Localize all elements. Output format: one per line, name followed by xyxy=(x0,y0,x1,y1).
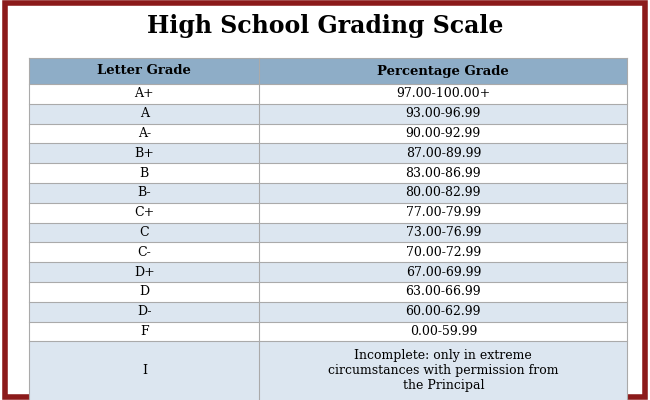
FancyBboxPatch shape xyxy=(29,242,627,262)
FancyBboxPatch shape xyxy=(29,163,627,183)
FancyBboxPatch shape xyxy=(29,262,627,282)
Text: 90.00-92.99: 90.00-92.99 xyxy=(406,127,481,140)
Text: 60.00-62.99: 60.00-62.99 xyxy=(406,305,481,318)
Text: 73.00-76.99: 73.00-76.99 xyxy=(406,226,481,239)
Text: A: A xyxy=(140,107,149,120)
FancyBboxPatch shape xyxy=(5,3,645,397)
Text: 83.00-86.99: 83.00-86.99 xyxy=(406,166,481,180)
FancyBboxPatch shape xyxy=(29,84,627,104)
Text: 80.00-82.99: 80.00-82.99 xyxy=(406,186,481,199)
Text: C+: C+ xyxy=(135,206,155,219)
Text: A-: A- xyxy=(138,127,151,140)
FancyBboxPatch shape xyxy=(29,203,627,222)
Text: I: I xyxy=(142,364,147,378)
FancyBboxPatch shape xyxy=(29,322,627,341)
Text: 0.00-59.99: 0.00-59.99 xyxy=(410,325,477,338)
Text: High School Grading Scale: High School Grading Scale xyxy=(147,14,503,38)
Text: B: B xyxy=(140,166,149,180)
Text: D: D xyxy=(139,285,150,298)
Text: D-: D- xyxy=(137,305,151,318)
Text: C: C xyxy=(140,226,150,239)
Text: A+: A+ xyxy=(135,87,154,100)
Text: F: F xyxy=(140,325,149,338)
FancyBboxPatch shape xyxy=(29,302,627,322)
FancyBboxPatch shape xyxy=(29,58,627,84)
FancyBboxPatch shape xyxy=(29,341,627,400)
FancyBboxPatch shape xyxy=(29,143,627,163)
Text: 97.00-100.00+: 97.00-100.00+ xyxy=(396,87,491,100)
FancyBboxPatch shape xyxy=(29,124,627,143)
Text: B+: B+ xyxy=(135,147,154,160)
Text: D+: D+ xyxy=(134,266,155,278)
Text: Letter Grade: Letter Grade xyxy=(98,64,191,78)
FancyBboxPatch shape xyxy=(29,222,627,242)
Text: 93.00-96.99: 93.00-96.99 xyxy=(406,107,481,120)
FancyBboxPatch shape xyxy=(29,104,627,124)
Text: 70.00-72.99: 70.00-72.99 xyxy=(406,246,481,259)
Text: 87.00-89.99: 87.00-89.99 xyxy=(406,147,481,160)
FancyBboxPatch shape xyxy=(29,282,627,302)
Text: 77.00-79.99: 77.00-79.99 xyxy=(406,206,481,219)
Text: Percentage Grade: Percentage Grade xyxy=(378,64,509,78)
Text: 63.00-66.99: 63.00-66.99 xyxy=(406,285,481,298)
Text: C-: C- xyxy=(138,246,151,259)
Text: Incomplete: only in extreme
circumstances with permission from
the Principal: Incomplete: only in extreme circumstance… xyxy=(328,350,558,392)
FancyBboxPatch shape xyxy=(29,183,627,203)
Text: B-: B- xyxy=(138,186,151,199)
Text: 67.00-69.99: 67.00-69.99 xyxy=(406,266,481,278)
